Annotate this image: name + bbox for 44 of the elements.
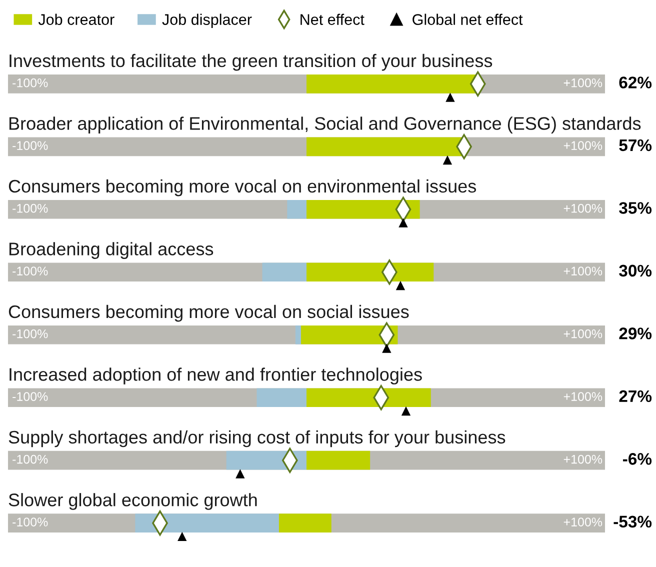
text: +100% <box>564 392 602 401</box>
y-tick-label: Supply shortages and/or rising cost of inputs for your business <box>8 430 506 448</box>
y-tick-label: Investments to facilitate the green transition of your business <box>10 54 492 71</box>
text: +100% <box>564 204 602 213</box>
bar <box>135 514 279 532</box>
bar <box>262 262 306 282</box>
bar <box>287 200 306 219</box>
bar <box>295 325 301 344</box>
text: +100% <box>564 518 602 526</box>
legend-label: Net effect <box>300 14 364 25</box>
y-tick-label: Slower global economic growth <box>8 493 257 510</box>
bar <box>306 262 434 282</box>
data-label: -6% <box>623 453 652 465</box>
legend-label: Job creator <box>38 14 114 25</box>
data-label: 30% <box>619 264 652 277</box>
bar <box>306 200 420 219</box>
legend-label: Job displacer <box>162 14 252 28</box>
y-tick-label: Broader application of Environmental, Social and Governance (ESG) standards <box>9 116 641 134</box>
text: +100% <box>564 454 602 464</box>
y-tick-label: Consumers becoming more vocal on environmental issues <box>8 179 476 196</box>
bar <box>278 514 332 532</box>
bar <box>306 388 431 408</box>
text: -100% <box>12 329 48 338</box>
text: -100% <box>12 141 48 150</box>
data-label: 62% <box>619 76 652 88</box>
data-label: 29% <box>619 328 652 340</box>
text: -100% <box>12 392 48 401</box>
text: -100% <box>12 454 48 464</box>
data-label: 35% <box>619 202 652 214</box>
y-tick-label: Broadening digital access <box>9 242 214 259</box>
bar <box>256 388 306 408</box>
text: +100% <box>564 329 602 338</box>
legend-label: Global net effect <box>412 14 523 25</box>
data-label: 57% <box>619 139 652 152</box>
text: +100% <box>564 266 602 276</box>
data-label: 27% <box>619 390 652 402</box>
bar <box>306 450 370 470</box>
y-tick-label: Consumers becoming more vocal on social issues <box>8 304 409 322</box>
text: -100% <box>12 266 48 276</box>
text: -100% <box>12 518 48 526</box>
text: +100% <box>564 141 602 150</box>
y-tick-label: Increased adoption of new and frontier technologies <box>10 368 422 384</box>
text: -100% <box>12 204 48 213</box>
data-label: -53% <box>614 516 652 528</box>
